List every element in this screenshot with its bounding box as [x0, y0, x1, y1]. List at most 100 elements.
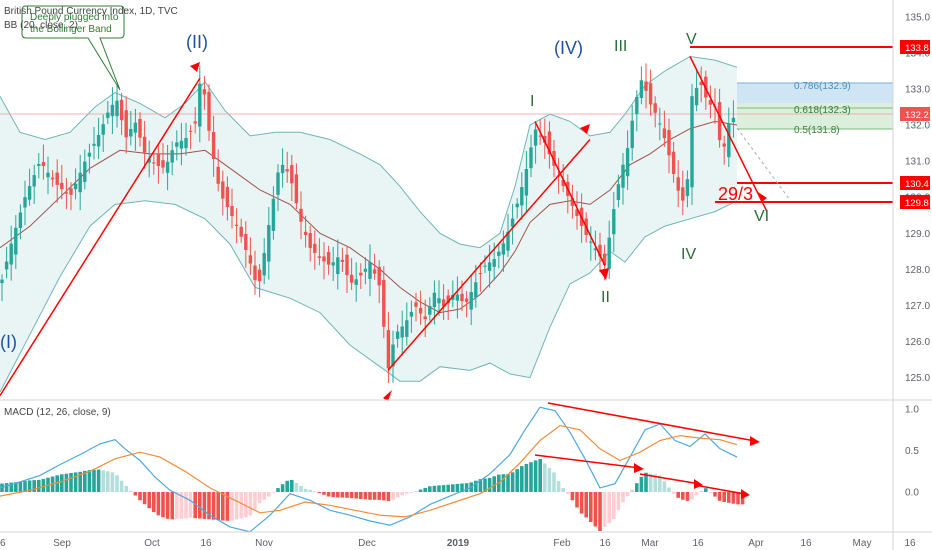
candle-body: [119, 99, 124, 121]
candle-body: [138, 118, 142, 138]
macd-hist-bar: [602, 492, 607, 528]
candle: [690, 83, 694, 205]
candle: [414, 292, 418, 322]
macd-hist-bar: [400, 492, 404, 496]
arrow-head-ii: [599, 268, 609, 280]
macd-hist-bar: [377, 492, 381, 500]
candle: [248, 237, 253, 275]
macd-hist-bar: [441, 485, 446, 492]
candle: [598, 232, 602, 273]
wave-label-i: I: [530, 93, 534, 110]
candle: [395, 324, 400, 348]
candle: [359, 263, 363, 289]
candle-body: [317, 256, 322, 258]
candle: [165, 145, 170, 191]
macd-hist-bar: [106, 471, 110, 492]
candle: [225, 176, 230, 221]
price-tag-t2-bg: [900, 195, 930, 209]
macd-hist-bar: [405, 492, 409, 494]
candle: [188, 124, 193, 150]
macd-hist-bar: [386, 492, 391, 502]
wave-label-i-major: (I): [0, 332, 17, 352]
candle-body: [55, 172, 59, 185]
candle: [644, 63, 648, 109]
macd-hist-bar: [326, 492, 331, 497]
macd-hist-bar: [575, 492, 579, 508]
candle: [101, 114, 105, 152]
candle: [662, 110, 667, 147]
macd-hist-bar: [308, 489, 312, 492]
macd-hist-bar: [32, 480, 36, 492]
macd-hist-bar: [317, 492, 322, 494]
time-tick-label: 16: [904, 538, 916, 549]
macd-hist-bar: [184, 492, 188, 519]
candle-body: [492, 259, 496, 267]
macd-hist-bar: [547, 467, 552, 492]
candle-body: [483, 265, 487, 267]
candle-body: [464, 298, 469, 302]
macd-hist-bar: [478, 479, 483, 492]
candle-body: [147, 158, 151, 163]
macd-hist-bar: [313, 491, 317, 493]
candle-body: [340, 259, 345, 262]
candle-body: [648, 83, 653, 105]
candle: [589, 226, 593, 261]
macd-hist-bar: [299, 486, 303, 492]
macd-hist-bar: [248, 492, 253, 516]
macd-divergence-arrow-lower1: [694, 479, 703, 489]
candle: [207, 84, 211, 141]
macd-tick-label: 0.5: [905, 446, 919, 457]
candle: [377, 260, 381, 304]
macd-divergence-line-lower2: [699, 485, 746, 495]
trend-line: [534, 121, 606, 267]
candle: [119, 93, 124, 135]
candle-body: [510, 218, 515, 227]
candle: [441, 284, 446, 321]
candle-body: [253, 265, 257, 281]
candle: [464, 291, 469, 318]
chart-title: British Pound Currency Index, 1D, TVC: [4, 6, 178, 17]
candle: [202, 75, 207, 110]
macd-hist-bar: [253, 492, 257, 510]
macd-hist-bar: [276, 488, 280, 492]
candle: [639, 66, 644, 105]
candle: [336, 239, 340, 290]
macd-hist-bar: [685, 492, 690, 501]
macd-hist-bar: [694, 492, 699, 496]
candle: [4, 246, 9, 279]
candle-body: [60, 182, 64, 190]
macd-hist-bar: [671, 492, 676, 494]
candle: [64, 178, 69, 210]
candle: [621, 153, 625, 205]
macd-hist-bar: [464, 483, 469, 492]
macd-hist-bar: [616, 492, 621, 511]
macd-divergence-arrow-lower2: [741, 489, 750, 499]
candle-body: [14, 227, 18, 255]
candle-body: [92, 143, 96, 146]
time-tick-label: 16: [800, 538, 812, 549]
macd-hist-bar: [529, 462, 533, 492]
macd-hist-bar: [612, 492, 616, 520]
candle: [368, 244, 372, 297]
candle-body: [428, 306, 432, 315]
candle-body: [87, 152, 92, 157]
candle: [717, 89, 722, 148]
candle: [515, 198, 519, 219]
macd-hist-bar: [607, 492, 611, 524]
candle: [483, 255, 487, 274]
wave-label-v: V: [686, 31, 697, 48]
candle: [106, 101, 110, 124]
candle: [382, 266, 386, 339]
candle: [391, 330, 395, 383]
macd-hist-bar: [552, 472, 556, 492]
candle: [23, 180, 27, 226]
candle-body: [156, 153, 161, 166]
candle: [630, 105, 634, 161]
macd-hist-bar: [359, 492, 363, 499]
candle: [216, 149, 220, 192]
candle: [55, 159, 59, 203]
candle: [221, 170, 225, 216]
candle-body: [662, 128, 667, 139]
bollinger-lower-line: [0, 200, 738, 393]
macd-hist-bar: [708, 492, 713, 493]
